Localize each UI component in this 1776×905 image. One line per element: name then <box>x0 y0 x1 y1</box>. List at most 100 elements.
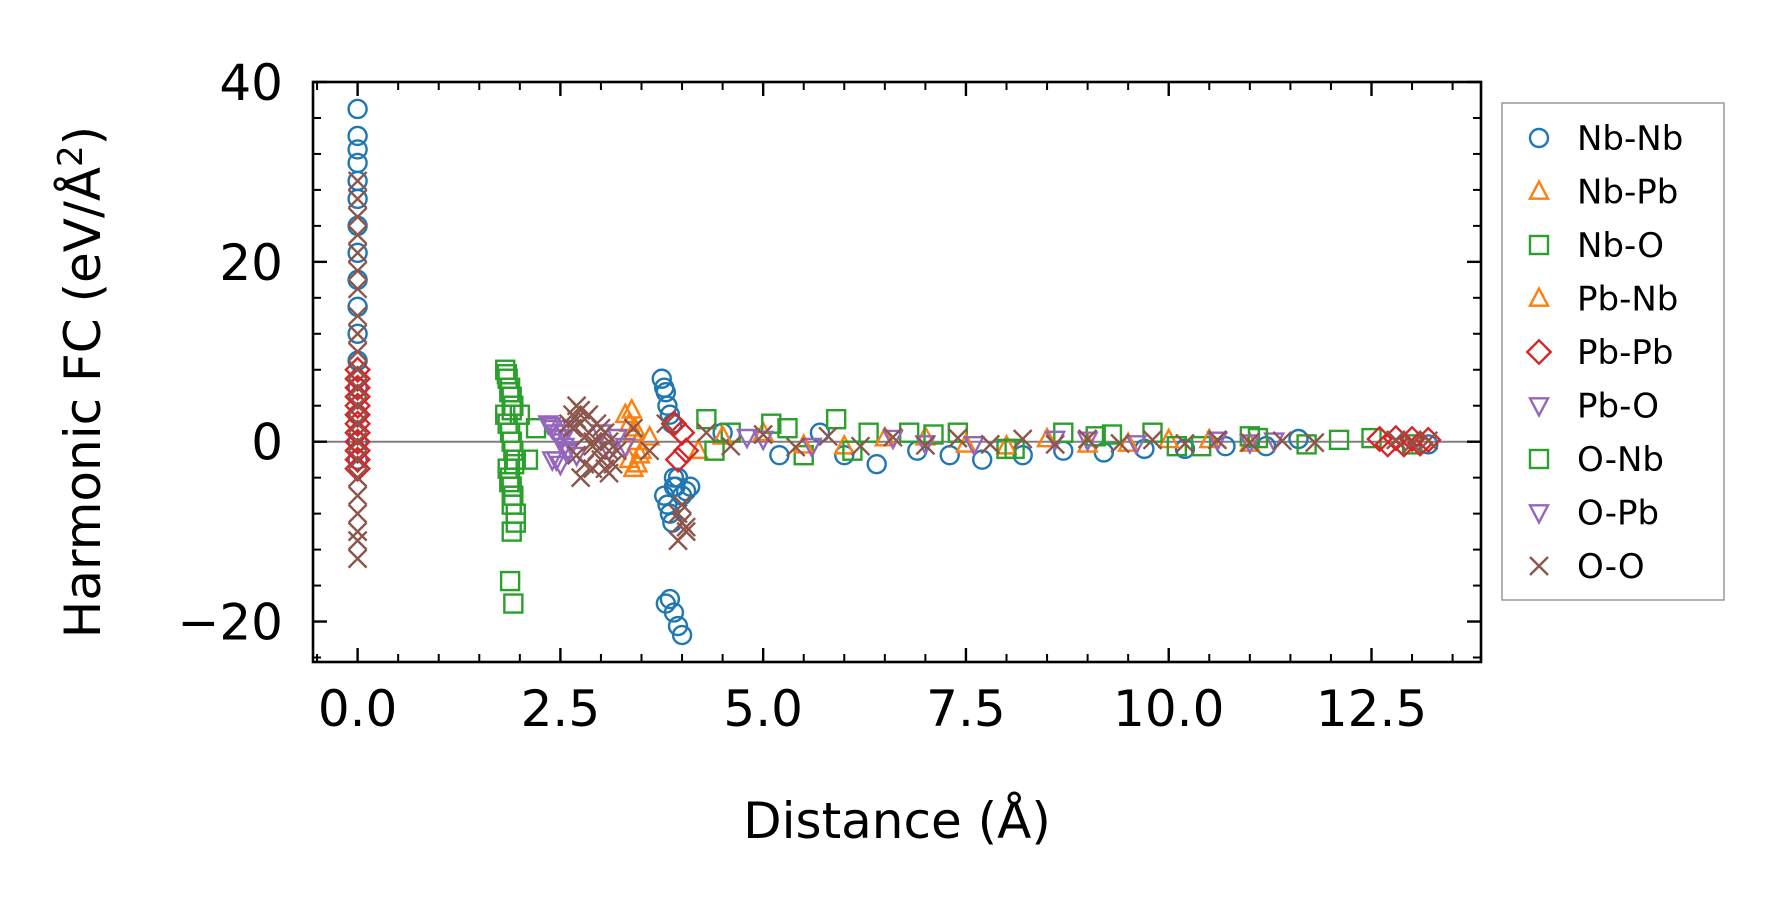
data-point <box>1247 427 1269 449</box>
data-point <box>553 424 576 446</box>
data-point <box>939 444 960 466</box>
y-tick-label: 0 <box>251 414 283 472</box>
data-point <box>344 410 372 438</box>
data-point <box>1142 422 1163 443</box>
x-tick-label: 0.0 <box>318 680 398 738</box>
data-point <box>675 480 697 502</box>
data-point <box>1207 430 1228 450</box>
data-point <box>1304 432 1325 453</box>
data-point <box>651 368 672 389</box>
data-point <box>344 455 372 483</box>
legend-label: O-Pb <box>1577 494 1659 534</box>
data-point <box>549 455 572 477</box>
data-point <box>1077 429 1098 449</box>
data-point <box>347 503 368 524</box>
data-point <box>347 377 368 398</box>
series-nb-o <box>495 359 1423 614</box>
data-point <box>947 422 969 443</box>
data-point <box>1036 426 1059 448</box>
data-point <box>1418 430 1439 451</box>
y-axis-label: Harmonic FC (eV/Å2) <box>51 126 112 638</box>
data-point <box>668 530 688 551</box>
data-point <box>858 422 879 443</box>
data-point <box>1239 432 1260 453</box>
axes: 0.0 2.5 5.0 7.5 10.0 12.5 −20 0 20 40 <box>177 54 1483 738</box>
data-point <box>344 392 372 420</box>
data-point <box>696 409 717 430</box>
data-point <box>696 422 717 443</box>
legend-marker <box>1529 556 1549 576</box>
data-point <box>347 243 368 263</box>
data-point <box>603 454 623 475</box>
data-point <box>599 440 619 461</box>
data-point <box>672 437 700 465</box>
data-point <box>1166 435 1188 457</box>
legend-marker <box>1528 397 1550 418</box>
data-point <box>347 467 368 488</box>
data-point <box>1085 426 1106 447</box>
data-point <box>1045 434 1066 455</box>
data-point <box>1125 435 1148 456</box>
legend-entry: Nb-Pb <box>1528 173 1678 213</box>
plot-area <box>313 98 1481 646</box>
data-point <box>347 548 368 569</box>
data-point <box>347 323 368 344</box>
data-point <box>347 323 368 344</box>
data-point <box>347 305 368 326</box>
legend-marker <box>1528 448 1550 470</box>
legend-entry: Pb-Nb <box>1528 280 1678 320</box>
x-axis-label: Distance (Å) <box>743 792 1051 850</box>
data-point <box>971 449 993 470</box>
legend-entry: O-O <box>1529 547 1645 587</box>
x-tick-label: 12.5 <box>1316 680 1427 738</box>
data-point <box>517 449 539 470</box>
data-point <box>344 401 372 429</box>
legend-entry: Pb-O <box>1528 387 1659 427</box>
y-tick-label: 40 <box>219 54 283 112</box>
data-point <box>639 440 660 461</box>
data-point <box>663 602 685 623</box>
data-point <box>347 530 368 551</box>
data-point <box>664 446 692 474</box>
data-point <box>628 442 651 464</box>
data-point <box>672 494 692 515</box>
data-point <box>344 419 372 447</box>
data-point <box>687 438 710 460</box>
data-point <box>676 517 696 537</box>
legend-label: Nb-Pb <box>1577 173 1678 213</box>
x-tick-label: 2.5 <box>521 680 601 738</box>
data-point <box>623 418 644 439</box>
legend-label: Nb-Nb <box>1577 119 1683 159</box>
data-point <box>347 98 368 120</box>
data-point <box>657 395 678 416</box>
data-point <box>347 278 368 299</box>
legend-entry: Nb-Nb <box>1528 119 1683 159</box>
data-point <box>344 383 372 411</box>
data-point <box>347 260 368 281</box>
legend-entry: Pb-Pb <box>1525 333 1673 373</box>
legend-label: Pb-Pb <box>1577 333 1673 373</box>
data-point <box>1101 424 1123 445</box>
data-point <box>923 424 944 445</box>
series-pb-pb <box>344 356 1442 483</box>
data-point <box>570 467 591 488</box>
data-point <box>671 624 693 646</box>
data-point <box>347 125 368 147</box>
data-point <box>344 437 372 465</box>
data-point <box>769 444 790 466</box>
data-point <box>501 400 522 421</box>
data-point <box>347 449 368 470</box>
series-nb-nb <box>347 98 1439 646</box>
data-point <box>347 207 368 227</box>
data-point <box>898 422 920 443</box>
data-point <box>344 374 372 402</box>
legend-label: Pb-O <box>1577 387 1659 427</box>
data-point <box>720 436 741 457</box>
x-tick-label: 7.5 <box>926 680 1006 738</box>
data-point <box>1004 438 1025 460</box>
data-point <box>1385 430 1406 450</box>
data-point <box>347 215 368 237</box>
data-point <box>825 409 847 430</box>
data-point <box>735 428 758 450</box>
data-point <box>1361 427 1382 449</box>
